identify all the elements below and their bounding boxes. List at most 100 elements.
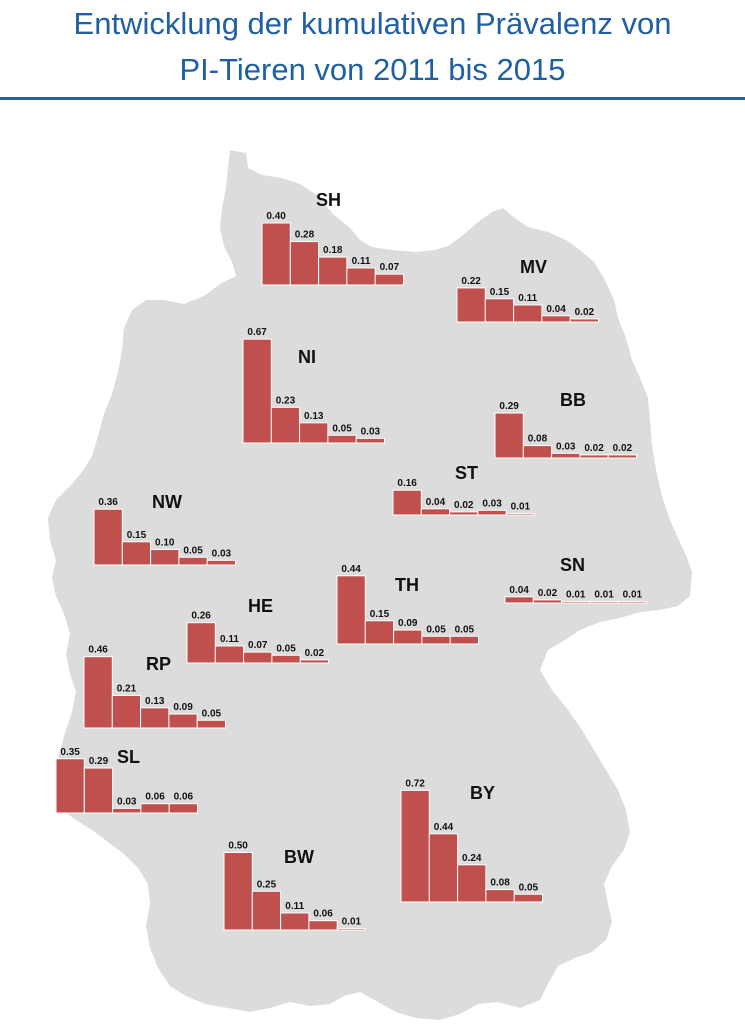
value-label-sn-5: 0.01	[623, 589, 643, 600]
value-label-mv-5: 0.02	[575, 307, 595, 318]
bar-ni-1	[242, 338, 272, 444]
bar-he-5	[299, 659, 330, 664]
bar-ni-5	[355, 437, 386, 444]
state-label-mv: MV	[520, 257, 547, 277]
bar-bw-3	[280, 912, 310, 931]
value-label-nw-4: 0.05	[183, 545, 203, 556]
value-label-st-3: 0.02	[454, 500, 474, 511]
bar-he-3	[243, 651, 273, 664]
bar-mv-4	[541, 315, 571, 323]
bar-sn-3	[561, 600, 591, 604]
bar-nw-5	[206, 559, 236, 566]
value-label-sl-5: 0.06	[174, 792, 194, 803]
value-label-ni-4: 0.05	[332, 423, 352, 434]
bar-group-mv: 0.22 0.15 0.11 0.04 0.02 MV	[456, 257, 600, 323]
bar-ni-2	[270, 406, 301, 444]
bar-bw-5	[336, 927, 367, 931]
bar-bb-3	[551, 452, 581, 459]
bar-sl-1	[55, 758, 85, 814]
bar-st-3	[449, 511, 479, 516]
bar-group-st: 0.16 0.04 0.02 0.03 0.01 ST	[392, 463, 536, 516]
bar-bb-4	[579, 454, 609, 459]
value-label-bb-2: 0.08	[528, 434, 548, 445]
bar-bb-5	[607, 454, 638, 459]
bar-group-he: 0.26 0.11 0.07 0.05 0.02 HE	[186, 596, 330, 664]
bar-group-rp: 0.46 0.21 0.13 0.09 0.05 RP	[83, 645, 226, 729]
value-label-he-1: 0.26	[191, 611, 211, 622]
value-label-mv-4: 0.04	[546, 304, 566, 315]
bar-th-4	[421, 635, 451, 645]
value-label-sh-4: 0.11	[352, 256, 371, 267]
value-label-bb-4: 0.02	[584, 443, 604, 454]
bar-nw-4	[178, 556, 208, 566]
state-label-by: BY	[470, 783, 495, 803]
bar-group-sh: 0.40 0.28 0.18 0.11 0.07 SH	[261, 190, 405, 286]
bar-sl-3	[112, 807, 142, 814]
value-label-he-2: 0.11	[220, 634, 239, 645]
bar-group-by: 0.72 0.44 0.24 0.08 0.05 BY	[400, 778, 544, 903]
value-label-sh-1: 0.40	[266, 211, 286, 222]
value-label-ni-5: 0.03	[361, 426, 381, 437]
bar-nw-3	[150, 549, 180, 566]
bar-sh-1	[261, 222, 291, 286]
value-label-sl-3: 0.03	[117, 796, 137, 807]
bar-rp-5	[196, 719, 226, 729]
bar-group-nw: 0.36 0.15 0.10 0.05 0.03 NW	[93, 492, 236, 566]
bar-mv-5	[569, 318, 600, 323]
bar-sh-2	[289, 241, 320, 286]
bar-th-1	[336, 575, 366, 645]
bar-by-5	[513, 893, 544, 903]
state-label-sh: SH	[316, 190, 341, 210]
bar-ni-4	[327, 434, 357, 444]
state-label-st: ST	[455, 463, 478, 483]
bar-he-4	[271, 654, 301, 664]
value-label-he-3: 0.07	[248, 640, 268, 651]
bar-bw-1	[223, 852, 253, 931]
bar-rp-1	[83, 656, 113, 729]
value-label-th-1: 0.44	[341, 564, 361, 575]
value-label-by-5: 0.05	[519, 882, 539, 893]
value-label-st-2: 0.04	[426, 497, 446, 508]
bar-rp-3	[140, 707, 170, 729]
bar-sh-5	[374, 273, 405, 286]
value-label-sh-2: 0.28	[295, 230, 315, 241]
value-label-nw-5: 0.03	[212, 548, 232, 559]
value-label-bb-1: 0.29	[499, 401, 519, 412]
page-title: Entwicklung der kumulativen Prävalenz vo…	[0, 0, 745, 93]
bar-by-1	[400, 789, 430, 903]
bar-group-sl: 0.35 0.29 0.03 0.06 0.06 SL	[55, 747, 198, 814]
bar-rp-2	[111, 694, 142, 729]
bar-mv-2	[484, 298, 515, 323]
bar-st-1	[392, 489, 422, 516]
value-label-th-5: 0.05	[455, 624, 475, 635]
value-label-bw-2: 0.25	[257, 879, 277, 890]
value-label-sl-1: 0.35	[60, 747, 80, 758]
value-label-sn-2: 0.02	[538, 588, 558, 599]
state-label-ni: NI	[298, 347, 316, 367]
bar-group-bb: 0.29 0.08 0.03 0.02 0.02 BB	[494, 390, 638, 459]
bar-sl-5	[168, 803, 198, 814]
value-label-ni-3: 0.13	[304, 411, 324, 422]
state-label-th: TH	[395, 575, 419, 595]
value-label-bw-1: 0.50	[228, 841, 248, 852]
value-label-rp-3: 0.13	[145, 696, 165, 707]
bar-mv-3	[513, 304, 543, 323]
bar-by-2	[428, 833, 459, 903]
value-label-nw-1: 0.36	[98, 497, 118, 508]
state-label-bw: BW	[284, 847, 314, 867]
bar-group-sn: 0.04 0.02 0.01 0.01 0.01 SN	[504, 555, 648, 604]
value-label-nw-2: 0.15	[127, 530, 147, 541]
bar-by-3	[457, 864, 487, 903]
title-line-1: Entwicklung der kumulativen Prävalenz vo…	[73, 6, 672, 41]
value-label-he-5: 0.02	[305, 648, 325, 659]
value-label-mv-1: 0.22	[461, 276, 481, 287]
value-label-sn-1: 0.04	[509, 585, 529, 596]
value-label-st-5: 0.01	[511, 501, 531, 512]
value-label-he-4: 0.05	[276, 643, 296, 654]
value-label-sh-3: 0.18	[323, 245, 343, 256]
value-label-bb-3: 0.03	[556, 441, 576, 452]
value-label-bw-3: 0.11	[285, 901, 304, 912]
bar-nw-1	[93, 508, 123, 566]
value-label-sl-4: 0.06	[145, 792, 165, 803]
